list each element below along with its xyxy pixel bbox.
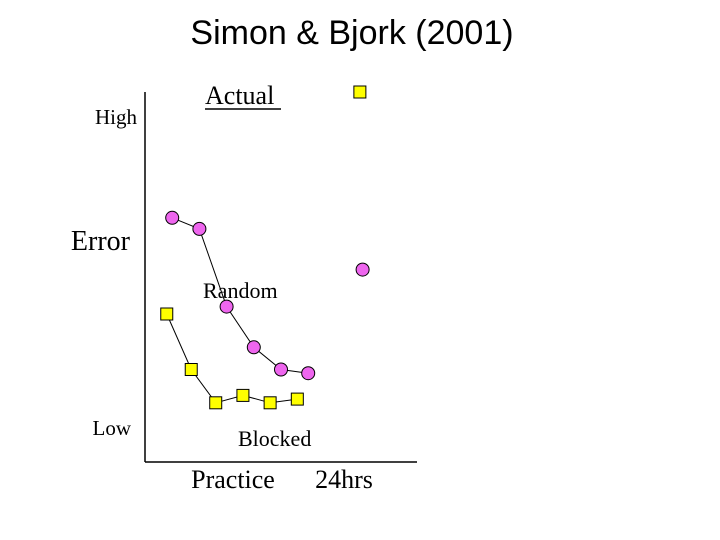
y-label-high: High bbox=[95, 105, 138, 129]
y-label-low: Low bbox=[93, 416, 132, 440]
data-point-blocked-practice-2 bbox=[184, 363, 198, 376]
data-point-blocked-practice-6 bbox=[290, 392, 304, 406]
y-axis-label: Error bbox=[71, 226, 131, 257]
data-point-random-practice-4 bbox=[246, 340, 261, 355]
x-axis-label-practice: Practice bbox=[191, 465, 275, 494]
series-label-blocked: Blocked bbox=[238, 426, 311, 451]
data-point-blocked-practice-4 bbox=[236, 388, 250, 402]
data-point-random-practice-2 bbox=[192, 221, 207, 236]
chart-marks bbox=[160, 85, 370, 410]
annotation-actual: Actual bbox=[205, 81, 274, 110]
series-label-random: Random bbox=[203, 278, 278, 303]
data-point-blocked-practice-3 bbox=[209, 396, 223, 410]
data-point-random-practice-1 bbox=[165, 210, 180, 225]
data-point-random-practice-6 bbox=[301, 366, 316, 381]
data-point-blocked-practice-5 bbox=[263, 396, 277, 410]
x-axis-label-24hrs: 24hrs bbox=[315, 465, 373, 494]
data-point-blocked-practice-1 bbox=[160, 307, 174, 321]
data-point-random-practice-3 bbox=[219, 299, 234, 314]
data-point-random-24hrs-1 bbox=[355, 262, 370, 277]
data-point-blocked-24hrs-1 bbox=[353, 85, 367, 99]
data-point-random-practice-5 bbox=[274, 362, 288, 377]
series-line-blocked bbox=[166, 313, 298, 404]
chart-title: Simon & Bjork (2001) bbox=[190, 14, 513, 52]
